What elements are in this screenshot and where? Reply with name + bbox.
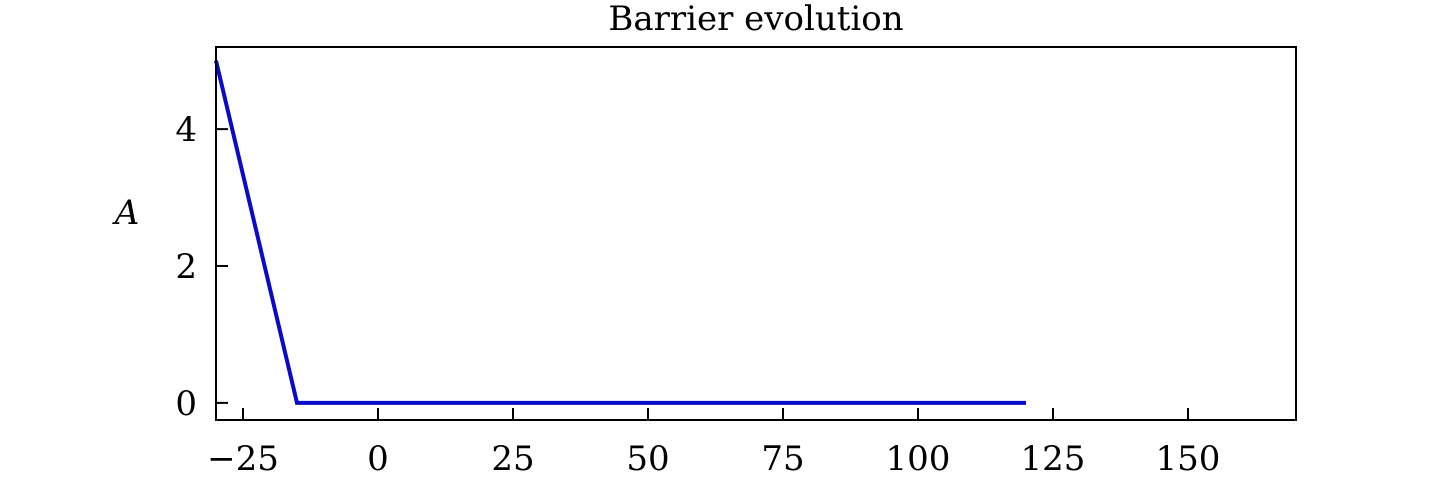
y-tick-label: 2 [175, 247, 197, 287]
x-tick-label: 150 [1156, 439, 1221, 478]
series-line-0 [214, 60, 1026, 405]
y-tick-label: 0 [175, 384, 197, 424]
x-tick-label: 50 [626, 439, 669, 478]
x-axis-ticks: −25 0 25 50 75 100 125 150 [207, 408, 1220, 478]
x-tick-label: −25 [207, 439, 279, 478]
x-tick-label: 125 [1021, 439, 1086, 478]
chart-title: Barrier evolution [608, 0, 903, 39]
y-axis-ticks: 0 2 4 [175, 110, 228, 424]
series-layer [214, 60, 1026, 405]
x-tick-label: 25 [491, 439, 534, 478]
y-axis-label: A [112, 193, 140, 233]
x-tick-label: 100 [886, 439, 951, 478]
x-tick-label: 75 [761, 439, 804, 478]
plot-frame [215, 46, 1297, 421]
y-tick-label: 4 [175, 110, 197, 150]
x-tick-label: 0 [367, 439, 389, 478]
